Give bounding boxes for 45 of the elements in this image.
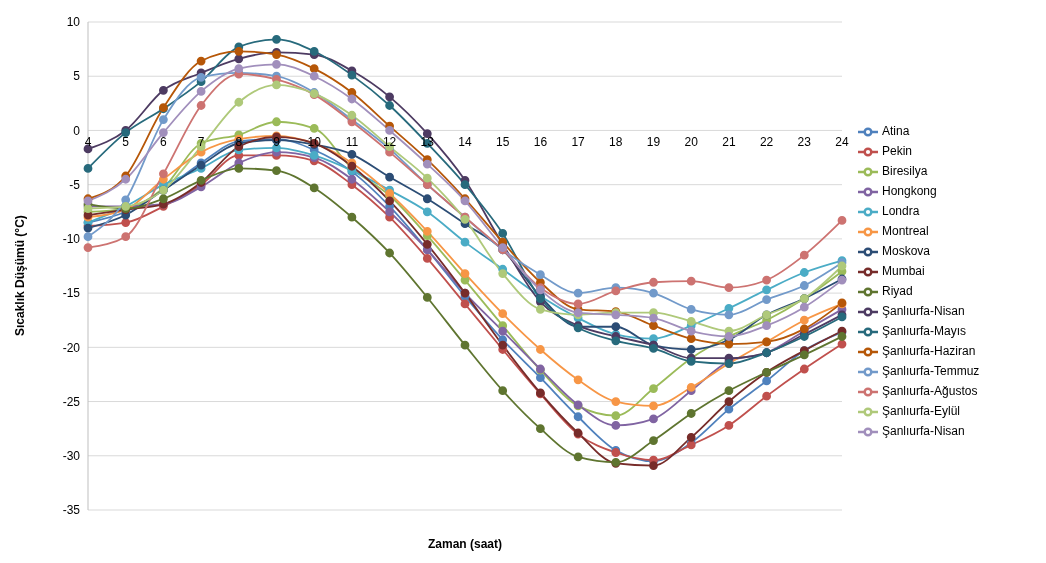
x-tick-label: 5 [122,135,130,150]
y-tick-label: -30 [62,449,81,464]
x-tick-label: 24 [835,135,849,150]
y-tick-label: -20 [62,340,81,355]
x-tick-label: 20 [684,135,699,150]
y-axis-title: Sıcaklık Düşümü (°C) [13,215,28,336]
legend-label: Montreal [882,224,929,239]
x-tick-label: 6 [160,135,168,150]
legend-label: Riyad [882,284,913,299]
y-tick-label: -5 [69,177,81,192]
legend-label: Atina [882,124,910,139]
y-tick-label: -35 [62,503,81,518]
x-tick-label: 7 [197,135,205,150]
x-tick-label: 16 [533,135,548,150]
legend-label: Hongkong [882,184,937,199]
x-tick-label: 14 [458,135,472,150]
x-tick-label: 11 [345,135,359,150]
y-tick-label: 0 [73,123,81,138]
x-tick-label: 23 [797,135,812,150]
x-tick-label: 18 [609,135,623,150]
legend-label: Şanlıurfa-Nisan [882,424,965,439]
y-tick-label: -10 [62,232,81,247]
legend-label: Şanlıurfa-Ağustos [882,384,978,399]
legend-label: Şanlıurfa-Nisan [882,304,965,319]
x-tick-label: 21 [722,135,736,150]
legend-label: Mumbai [882,264,925,279]
legend-label: Pekin [882,144,913,159]
y-tick-label: 10 [66,15,81,30]
y-tick-label: 5 [73,69,81,84]
legend-label: Şanlıurfa-Temmuz [882,364,980,379]
legend-label: Şanlıurfa-Mayıs [882,324,967,339]
legend-label: Şanlıurfa-Haziran [882,344,976,359]
x-tick-label: 12 [382,135,397,150]
x-tick-label: 17 [571,135,586,150]
x-tick-label: 8 [235,135,243,150]
y-tick-label: -25 [62,394,81,409]
legend-label: Biresilya [882,164,928,179]
y-tick-label: -15 [62,286,81,301]
x-axis-title: Zaman (saat) [427,537,503,551]
x-tick-label: 22 [759,135,774,150]
legend-label: Moskova [882,244,931,259]
x-tick-label: 15 [496,135,510,150]
legend-label: Şanlıurfa-Eylül [882,404,961,419]
x-tick-label: 19 [646,135,661,150]
legend-label: Londra [882,204,920,219]
